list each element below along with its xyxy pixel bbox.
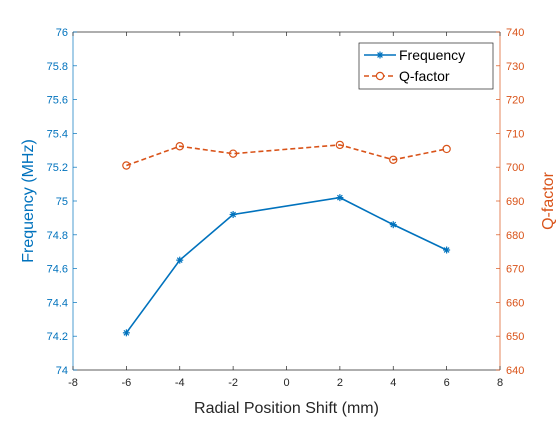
- q-factor-line: [126, 144, 447, 167]
- q-factor-point: [122, 161, 131, 170]
- x-tick-label: -8: [68, 377, 78, 389]
- legend-marker-frequency: [376, 51, 384, 59]
- frequency-point: [229, 211, 237, 219]
- legend-marker-q-factor: [375, 71, 385, 81]
- x-tick-label: -2: [228, 377, 238, 389]
- left-y-tick-label: 75.2: [47, 162, 68, 174]
- right-y-tick-label: 700: [506, 162, 524, 174]
- left-y-tick-label: 74.8: [47, 230, 68, 242]
- x-tick-label: 6: [444, 377, 450, 389]
- right-y-tick-label: 680: [506, 230, 524, 242]
- q-factor-point: [228, 149, 238, 158]
- left-y-tick-label: 74.2: [47, 331, 68, 343]
- left-y-tick-label: 75: [56, 196, 68, 208]
- left-y-tick-label: 75.8: [47, 61, 68, 73]
- frequency-point: [176, 256, 184, 264]
- left-y-tick-label: 74.4: [47, 297, 68, 309]
- x-tick-label: 0: [283, 377, 289, 389]
- left-y-tick-label: 75.4: [47, 128, 68, 140]
- x-tick-label: 8: [497, 377, 503, 389]
- frequency-point: [443, 246, 451, 254]
- frequency-line: [125, 196, 447, 334]
- left-y-tick-label: 74: [56, 365, 68, 377]
- x-axis-label: Radial Position Shift (mm): [194, 400, 379, 417]
- legend-box: [358, 42, 494, 90]
- left-y-axis-label: Frequency (MHz): [20, 139, 37, 263]
- x-tick-label: 2: [337, 377, 343, 389]
- q-factor-point: [335, 140, 345, 150]
- left-y-tick-label: 76: [56, 27, 68, 39]
- q-factor-point: [175, 142, 184, 151]
- q-factor-point: [442, 144, 451, 154]
- x-tick-label: 4: [390, 377, 396, 389]
- right-y-tick-label: 690: [506, 196, 524, 208]
- right-y-tick-label: 660: [506, 297, 524, 309]
- right-y-axis-label: Q-factor: [540, 171, 557, 229]
- right-y-tick-label: 670: [506, 264, 524, 276]
- right-y-tick-label: 730: [506, 61, 524, 73]
- right-y-tick-label: 640: [506, 365, 524, 377]
- frequency-point: [389, 221, 397, 229]
- right-y-tick-label: 740: [506, 27, 524, 39]
- x-tick-label: -6: [121, 377, 131, 389]
- frequency-point: [122, 329, 130, 337]
- x-tick-label: -4: [175, 377, 185, 389]
- left-y-tick-label: 75.6: [47, 95, 68, 107]
- left-y-tick-label: 74.6: [47, 264, 68, 276]
- right-y-tick-label: 650: [506, 331, 524, 343]
- legend-label: Q-factor: [399, 68, 450, 84]
- frequency-point: [336, 194, 344, 202]
- right-y-tick-label: 720: [506, 95, 524, 107]
- right-y-tick-label: 710: [506, 128, 524, 140]
- q-factor-point: [389, 155, 398, 164]
- legend-label: Frequency: [399, 47, 465, 63]
